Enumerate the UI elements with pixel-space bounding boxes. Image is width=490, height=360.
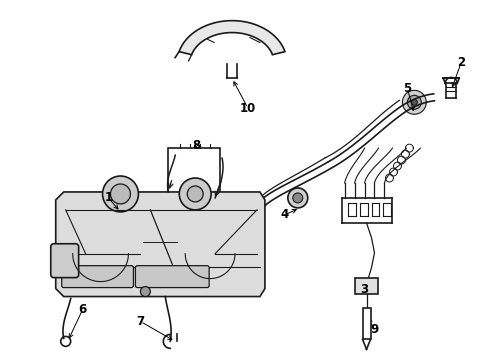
Bar bbox=[355, 278, 378, 293]
Polygon shape bbox=[56, 192, 265, 297]
Text: 2: 2 bbox=[457, 56, 465, 69]
Text: 4: 4 bbox=[281, 208, 289, 221]
Text: 1: 1 bbox=[104, 192, 113, 204]
Circle shape bbox=[187, 186, 203, 202]
Text: 10: 10 bbox=[240, 102, 256, 115]
Text: 5: 5 bbox=[403, 82, 412, 95]
FancyBboxPatch shape bbox=[62, 266, 133, 288]
Circle shape bbox=[102, 176, 138, 212]
Circle shape bbox=[293, 193, 303, 203]
Text: 3: 3 bbox=[361, 283, 368, 296]
Polygon shape bbox=[179, 21, 285, 55]
Bar bbox=[363, 307, 370, 339]
FancyBboxPatch shape bbox=[135, 266, 209, 288]
Circle shape bbox=[407, 95, 421, 109]
Bar bbox=[168, 148, 220, 196]
Circle shape bbox=[141, 287, 150, 297]
Text: 8: 8 bbox=[192, 139, 200, 152]
Text: 9: 9 bbox=[370, 323, 379, 336]
Circle shape bbox=[288, 188, 308, 208]
Circle shape bbox=[412, 99, 417, 105]
FancyBboxPatch shape bbox=[51, 244, 78, 278]
Text: 6: 6 bbox=[78, 303, 87, 316]
Circle shape bbox=[179, 178, 211, 210]
Circle shape bbox=[111, 184, 130, 204]
Circle shape bbox=[61, 336, 71, 346]
Text: 7: 7 bbox=[136, 315, 145, 328]
Circle shape bbox=[402, 90, 426, 114]
